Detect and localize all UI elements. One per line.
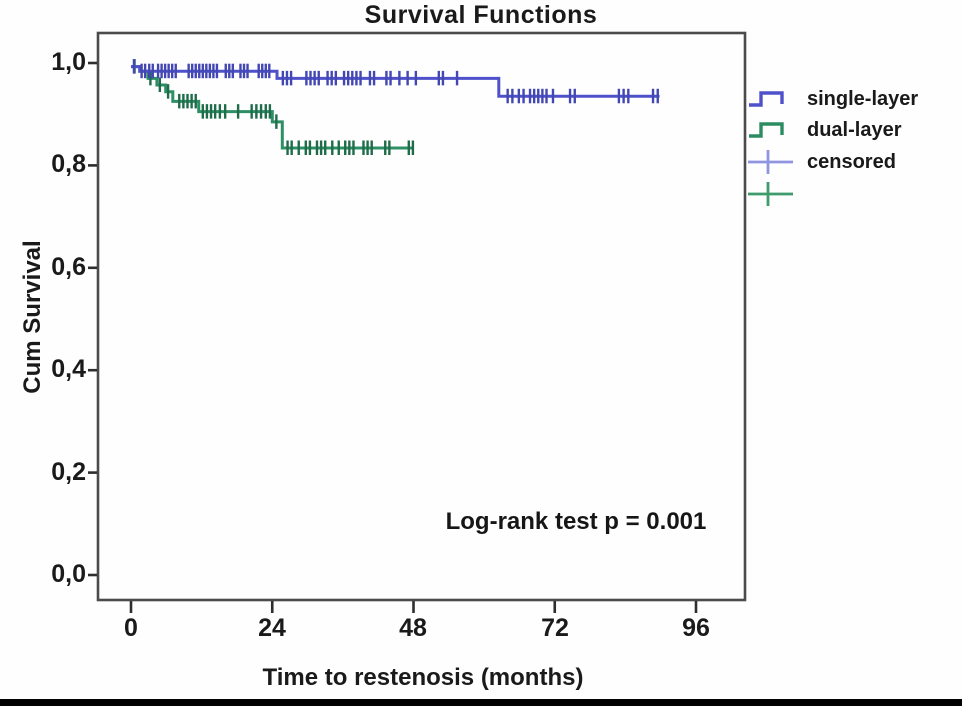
censored-dual-plus-icon [748,181,794,207]
legend-label-censored: censored [807,151,896,173]
dual-layer-step-symbol [748,117,794,143]
x-tick-label-24: 24 [258,614,286,642]
y-tick-label-0-0: 0,0 [51,559,86,588]
single-layer-curve [131,65,660,98]
legend-item-censored: censored [748,149,896,175]
x-tick-label-0: 0 [124,614,138,642]
x-tick-label-72: 72 [541,614,569,642]
legend-label-dual-layer: dual-layer [807,119,902,141]
legend-item-dual-layer: dual-layer [748,117,901,143]
plus-symbol-glyph [748,150,793,174]
y-tick-label-0-2: 0,2 [51,457,86,486]
y-tick-label-0-6: 0,6 [51,252,86,281]
step-symbol-glyph [749,122,784,138]
legend-item-censored-dual [748,181,807,207]
single-layer-step-symbol [748,86,794,112]
y-tick-label-0-4: 0,4 [51,354,86,383]
plus-symbol-shape [748,182,793,206]
censored-plus-icon [748,149,794,175]
legend-item-single-layer: single-layer [748,86,918,112]
step-symbol-shape [749,91,784,107]
x-tick-label-48: 48 [399,614,427,642]
bottom-border-bar [0,699,962,706]
plus-symbol-shape [748,150,793,174]
step-symbol-glyph [749,91,784,107]
plus-symbol-glyph [748,182,793,206]
y-tick-label-0-8: 0,8 [51,149,86,178]
step-symbol-shape [749,122,784,138]
chart-title: Survival Functions [364,1,598,29]
y-tick-label-1-0: 1,0 [51,47,86,76]
plot-frame [96,31,747,602]
x-axis-title: Time to restenosis (months) [262,664,584,691]
log-rank-annotation: Log-rank test p = 0.001 [445,508,707,535]
x-tick-label-96: 96 [682,614,710,642]
legend-label-single-layer: single-layer [807,88,919,110]
